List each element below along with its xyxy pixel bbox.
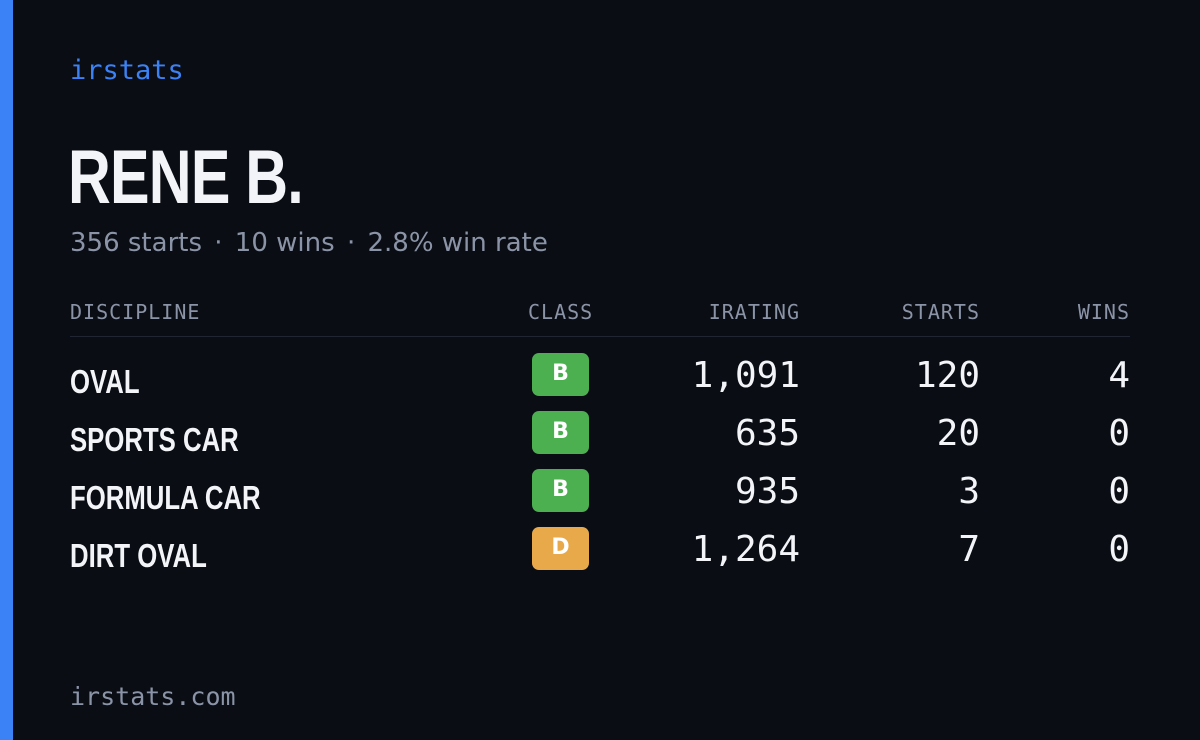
- header-discipline: DISCIPLINE: [70, 300, 201, 324]
- discipline-name: DIRT OVAL: [70, 537, 207, 574]
- discipline-name: SPORTS CAR: [70, 421, 239, 458]
- header-wins: WINS: [1077, 300, 1130, 324]
- wins-value: 0: [1108, 413, 1130, 454]
- driver-summary: 356 starts · 10 wins · 2.8% win rate: [70, 228, 548, 258]
- table-row: FORMULA CAR B 935 3 0: [70, 469, 1130, 527]
- table-body: OVAL B 1,091 120 4 SPORTS CAR B 635 20 0…: [70, 337, 1130, 585]
- starts-value: 3: [958, 471, 980, 512]
- class-badge: B: [532, 469, 589, 512]
- irating-value: 1,264: [691, 529, 800, 570]
- win-rate-summary: 2.8% win rate: [367, 228, 548, 258]
- wins-value: 0: [1108, 471, 1130, 512]
- table-header: DISCIPLINE CLASS IRATING STARTS WINS: [70, 296, 1130, 337]
- starts-value: 7: [958, 529, 980, 570]
- wins-value: 0: [1108, 529, 1130, 570]
- accent-bar: [0, 0, 13, 740]
- class-badge: B: [532, 353, 589, 396]
- discipline-table: DISCIPLINE CLASS IRATING STARTS WINS OVA…: [70, 296, 1130, 585]
- header-starts: STARTS: [901, 300, 980, 324]
- irating-value: 635: [734, 413, 800, 454]
- class-badge: D: [532, 527, 589, 570]
- starts-value: 120: [914, 355, 980, 396]
- brand-logo: irstats: [70, 55, 184, 86]
- table-row: SPORTS CAR B 635 20 0: [70, 411, 1130, 469]
- wins-summary: 10 wins: [234, 228, 335, 258]
- driver-name: RENE B.: [68, 135, 304, 220]
- discipline-name: FORMULA CAR: [70, 479, 261, 516]
- starts-summary: 356 starts: [70, 228, 202, 258]
- table-row: OVAL B 1,091 120 4: [70, 353, 1130, 411]
- irating-value: 935: [734, 471, 800, 512]
- footer-domain: irstats.com: [70, 682, 236, 711]
- table-row: DIRT OVAL D 1,264 7 0: [70, 527, 1130, 585]
- header-irating: IRATING: [708, 300, 800, 324]
- wins-value: 4: [1108, 355, 1130, 396]
- class-badge: B: [532, 411, 589, 454]
- summary-separator: ·: [214, 228, 223, 258]
- header-class: CLASS: [528, 300, 594, 324]
- summary-separator: ·: [346, 228, 356, 258]
- starts-value: 20: [936, 413, 980, 454]
- irating-value: 1,091: [691, 355, 800, 396]
- discipline-name: OVAL: [70, 363, 140, 400]
